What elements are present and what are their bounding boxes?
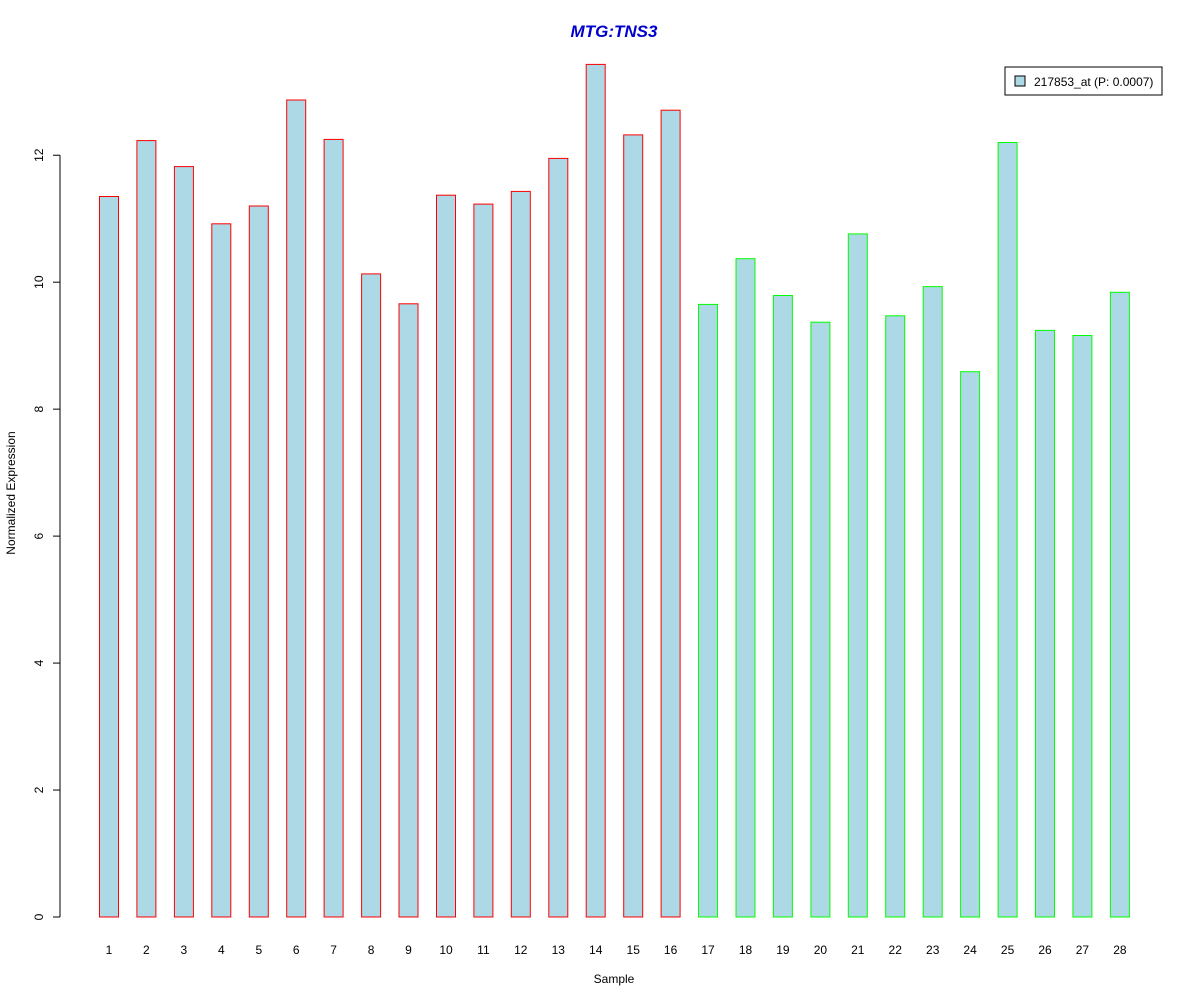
x-tick-label: 10 [439, 943, 453, 957]
bar-sample-26 [1035, 329, 1055, 918]
bar-sample-13 [548, 157, 569, 918]
y-tick-label: 2 [32, 786, 46, 793]
x-tick-label: 28 [1113, 943, 1127, 957]
x-tick-label: 14 [589, 943, 603, 957]
y-tick-label: 0 [32, 913, 46, 920]
bar-sample-3 [173, 166, 194, 918]
bar-sample-5 [248, 205, 269, 918]
legend: 217853_at (P: 0.0007) [1004, 66, 1163, 96]
x-tick-label: 23 [926, 943, 940, 957]
bar-sample-7 [323, 138, 344, 918]
bar-sample-27 [1072, 335, 1093, 918]
bar-sample-24 [960, 371, 981, 918]
bar-sample-1 [99, 196, 119, 918]
x-tick-label: 22 [889, 943, 903, 957]
x-tick-label: 26 [1038, 943, 1052, 957]
bar-sample-15 [623, 134, 644, 918]
x-tick-label: 21 [851, 943, 865, 957]
x-tick-label: 25 [1001, 943, 1015, 957]
x-tick-label: 5 [255, 943, 262, 957]
x-tick-label: 16 [664, 943, 678, 957]
x-tick-label: 6 [293, 943, 300, 957]
x-tick-label: 3 [181, 943, 188, 957]
x-tick-label: 17 [701, 943, 715, 957]
x-tick-label: 11 [477, 943, 490, 957]
bar-sample-8 [361, 273, 382, 918]
bar-sample-19 [772, 295, 793, 918]
x-tick-label: 27 [1076, 943, 1090, 957]
x-tick-label: 9 [405, 943, 412, 957]
bars [99, 63, 1130, 918]
chart-title: MTG:TNS3 [571, 22, 658, 41]
x-tick-label: 2 [143, 943, 150, 957]
y-axis-label: Normalized Expression [4, 431, 18, 554]
y-axis: 0 2 4 6 8 10 12 [32, 148, 61, 920]
bar-sample-9 [398, 303, 419, 918]
bar-sample-14 [585, 63, 606, 918]
x-tick-label: 18 [739, 943, 753, 957]
legend-box [1004, 66, 1163, 96]
x-tick-label: 12 [514, 943, 528, 957]
x-axis-label: Sample [594, 972, 635, 986]
x-tick-label: 8 [368, 943, 375, 957]
bar-sample-25 [997, 142, 1018, 918]
legend-label: 217853_at (P: 0.0007) [1034, 75, 1153, 89]
bar-sample-20 [810, 321, 831, 918]
y-tick-label: 8 [32, 405, 46, 412]
y-tick-label: 4 [32, 659, 46, 666]
x-tick-label: 19 [776, 943, 790, 957]
bar-sample-22 [885, 315, 906, 918]
y-tick-label: 6 [32, 532, 46, 539]
x-tick-label: 13 [552, 943, 566, 957]
bar-sample-18 [735, 258, 756, 918]
x-axis-labels: 1 2 3 4 5 6 7 8 9 10 11 12 13 14 15 16 17 18 19 20 21 22 23 24 2… [106, 943, 1127, 957]
bar-sample-2 [136, 140, 157, 918]
legend-swatch [1014, 75, 1026, 87]
x-tick-label: 1 [106, 943, 113, 957]
x-tick-label: 15 [627, 943, 641, 957]
bar-sample-6 [286, 99, 307, 918]
bar-sample-12 [510, 190, 531, 918]
bar-sample-17 [698, 303, 718, 918]
x-tick-label: 4 [218, 943, 225, 957]
x-tick-label: 24 [963, 943, 977, 957]
bar-sample-16 [660, 109, 681, 918]
bar-sample-21 [847, 233, 868, 918]
y-tick-label: 12 [32, 148, 46, 162]
y-tick-label: 10 [32, 275, 46, 289]
x-tick-label: 20 [814, 943, 828, 957]
bar-sample-28 [1109, 291, 1130, 918]
x-tick-label: 7 [330, 943, 337, 957]
bar-sample-23 [922, 286, 943, 918]
bar-sample-10 [436, 194, 456, 918]
bar-sample-11 [473, 203, 494, 918]
bar-sample-4 [211, 223, 232, 918]
